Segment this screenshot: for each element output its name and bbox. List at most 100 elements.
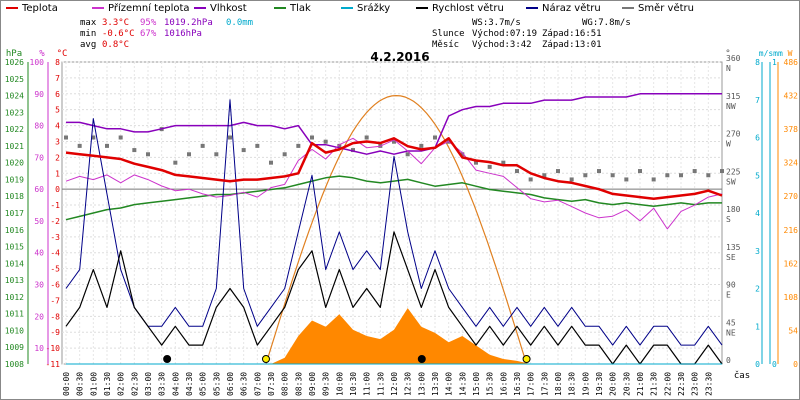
x-tick-label: 19:30: [595, 372, 604, 396]
x-tick-label: 05:30: [212, 372, 221, 396]
temp-tick-label: -6: [50, 281, 60, 290]
sunrise-marker: [261, 355, 270, 363]
series-prizemni-teplota-line: [65, 137, 723, 230]
wind-direction-point: [542, 173, 547, 178]
dir-tick-label: 45: [726, 318, 736, 327]
x-tick-label: 01:30: [103, 372, 112, 396]
stats-max-temp: 3.3°C: [102, 18, 130, 28]
ms-tick-label: 7: [755, 96, 760, 105]
wind-direction-point: [405, 152, 410, 157]
sun-arc-line: [265, 94, 528, 365]
wind-direction-point: [91, 135, 96, 140]
ms-tick-label: 8: [755, 58, 760, 67]
legend-label: Rychlost větru: [432, 3, 504, 14]
x-tick-label: 11:30: [376, 372, 385, 396]
temp-tick-label: -2: [50, 217, 60, 226]
wind-direction-point: [214, 152, 219, 157]
x-tick-label: 16:30: [513, 372, 522, 396]
wind-direction-point: [487, 164, 492, 169]
pct-tick-label: 30: [34, 281, 44, 290]
x-tick-label: 10:00: [335, 372, 344, 396]
hpa-tick-label: 1010: [5, 326, 24, 335]
hpa-tick-label: 1026: [5, 58, 24, 67]
x-tick-label: 03:30: [158, 372, 167, 396]
wind-direction-point: [351, 148, 355, 153]
axis-header-ms: m/s: [759, 49, 774, 58]
hpa-tick-label: 1016: [5, 226, 24, 235]
temp-tick-label: 7: [55, 74, 60, 83]
x-tick-label: 00:30: [76, 372, 85, 396]
x-tick-label: 09:30: [322, 372, 331, 396]
x-tick-label: 00:00: [62, 372, 71, 396]
wind-direction-point: [173, 160, 178, 165]
chart-title: 4.2.2016: [370, 50, 430, 64]
wind-direction-point: [364, 135, 369, 140]
mesic-row: Měsíc Východ:3:42 Západ:13:01: [432, 40, 602, 51]
x-tick-label: 07:00: [253, 372, 262, 396]
w-tick-label: 216: [784, 226, 799, 235]
hpa-tick-label: 1013: [5, 276, 24, 285]
temp-tick-label: -8: [50, 312, 60, 321]
wind-direction-point: [692, 169, 697, 174]
hpa-tick-label: 1022: [5, 125, 24, 134]
hpa-tick-label: 1023: [5, 108, 24, 117]
solar-radiation-area: [66, 308, 722, 364]
dir-compass-label: E: [726, 291, 731, 300]
stats-max: max 3.3°C 95% 1019.2hPa 0.0mm: [80, 18, 253, 29]
legend-label: Teplota: [22, 3, 58, 14]
stats-min: min -0.6°C 67% 1016hPa: [80, 29, 202, 40]
wind-direction-point: [460, 152, 465, 157]
x-tick-label: 08:30: [294, 372, 303, 396]
wind-direction-point: [200, 143, 205, 148]
wind-direction-point: [337, 143, 342, 148]
pct-tick-label: 40: [34, 249, 44, 258]
pct-tick-label: 20: [34, 312, 44, 321]
dir-tick-label: 360: [726, 54, 741, 63]
legend-label: Srážky: [357, 3, 391, 14]
hpa-tick-label: 1021: [5, 142, 24, 151]
hpa-tick-label: 1019: [5, 175, 24, 184]
pct-tick-label: 80: [34, 122, 44, 131]
wind-direction-point: [528, 177, 533, 182]
hpa-tick-label: 1017: [5, 209, 24, 218]
hpa-tick-label: 1024: [5, 92, 24, 101]
wind-summary: WS:3.7m/s WG:7.8m/s: [472, 18, 631, 29]
legend-item-naraz-vetru: Náraz větru: [526, 3, 601, 14]
x-tick-label: 14:00: [445, 372, 454, 396]
temp-tick-label: -4: [50, 249, 60, 258]
series-teplota-line: [65, 137, 723, 200]
ms-tick-label: 1: [755, 322, 760, 331]
wind-direction-point: [665, 173, 670, 178]
dir-tick-label: 0: [726, 356, 731, 365]
x-tick-label: 20:30: [622, 372, 631, 396]
x-tick-label: 17:00: [527, 372, 536, 396]
stats-min-press: 1016hPa: [164, 29, 202, 39]
dir-compass-label: S: [726, 215, 731, 224]
wind-direction-point: [323, 139, 328, 144]
w-tick-label: 54: [788, 326, 798, 335]
x-tick-label: 22:00: [663, 372, 672, 396]
plot-area: [61, 61, 723, 365]
dir-compass-label: W: [726, 140, 731, 149]
x-tick-label: 14:30: [458, 372, 467, 396]
hpa-tick-label: 1025: [5, 75, 24, 84]
x-tick-label: 04:00: [171, 372, 180, 396]
wind-direction-point: [419, 143, 424, 148]
pct-tick-label: 70: [34, 153, 44, 162]
wind-direction-point: [474, 160, 478, 165]
x-tick-label: 06:30: [240, 372, 249, 396]
dir-compass-label: SW: [726, 177, 736, 186]
stats-label: max: [80, 18, 97, 28]
axis-header-pct: %: [39, 49, 45, 59]
x-tick-label: 12:30: [404, 372, 413, 396]
dir-tick-label: 225: [726, 167, 741, 176]
legend-label: Přízemní teplota: [108, 3, 190, 14]
series-vlhkost-line: [66, 93, 722, 155]
x-tick-label: 15:00: [472, 372, 481, 396]
mm-tick-label: 1: [772, 58, 777, 67]
stats-label: avg: [80, 40, 97, 50]
stats-avg-temp: 0.8°C: [102, 40, 130, 50]
x-tick-label: 19:00: [581, 372, 590, 396]
stats-avg: avg 0.8°C: [80, 40, 129, 51]
